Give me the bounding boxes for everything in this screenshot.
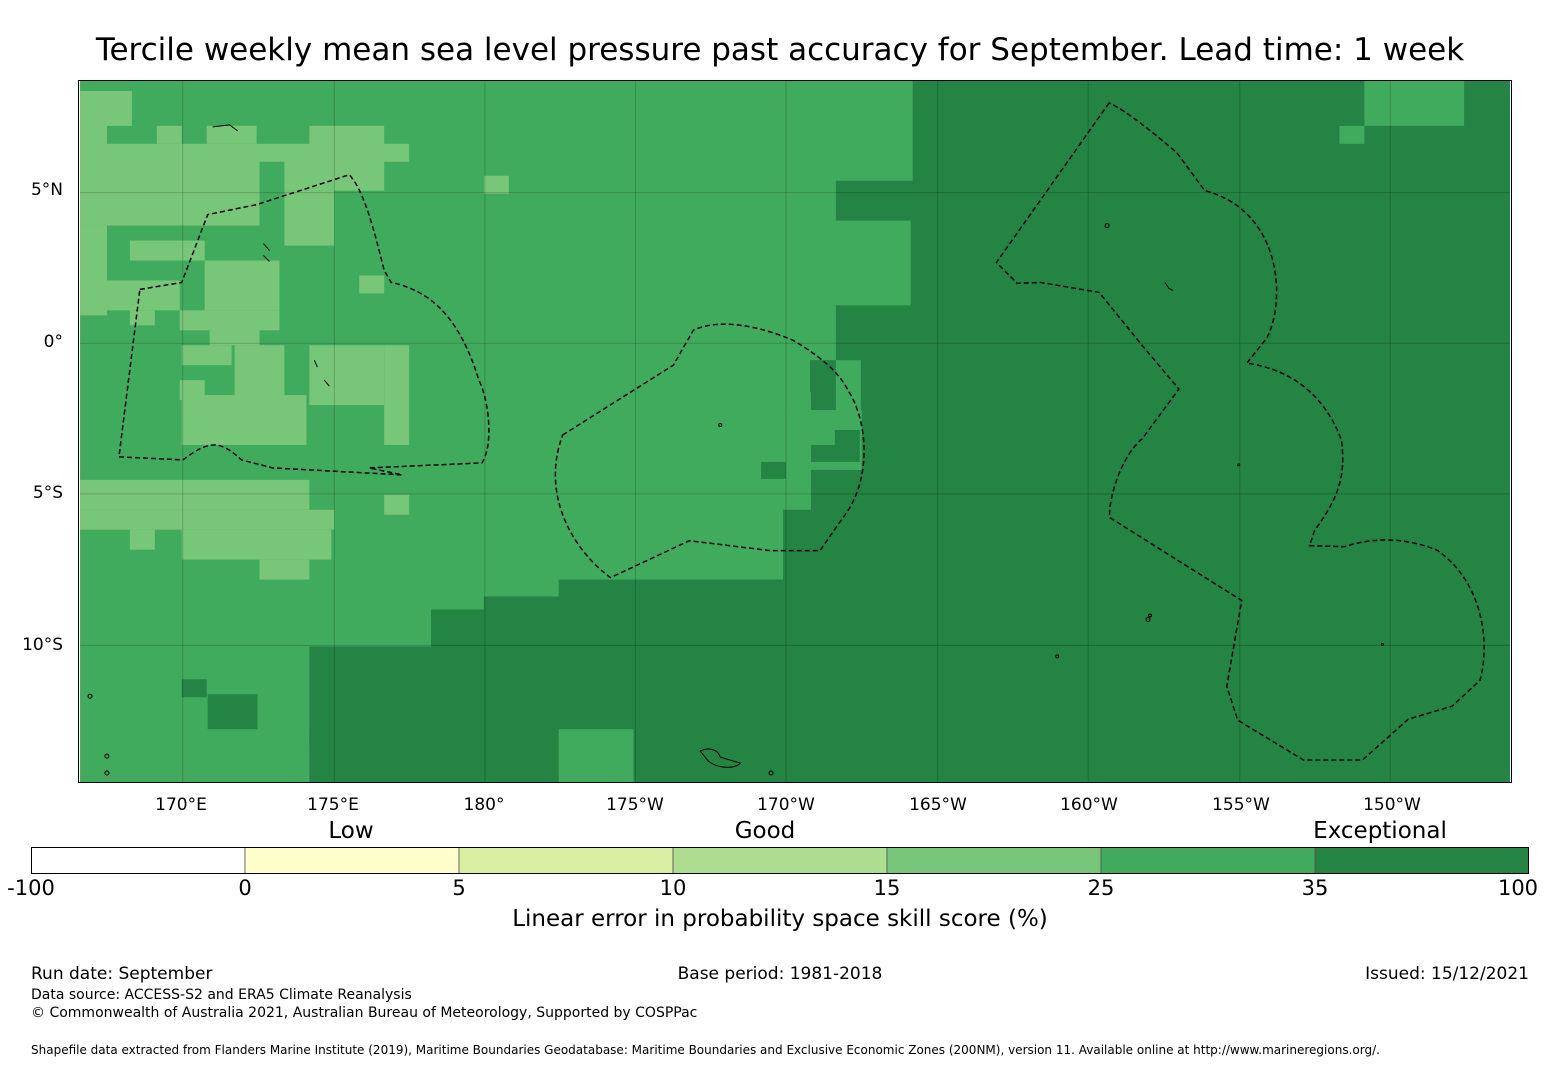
islands bbox=[87, 124, 1384, 776]
lon-label-155w: 155°W bbox=[1212, 795, 1270, 815]
colorbar-tick: 15 bbox=[873, 876, 901, 900]
lon-label-175e: 175°E bbox=[307, 795, 359, 815]
category-exceptional: Exceptional bbox=[1313, 818, 1447, 844]
eez-tokelau-samoa bbox=[554, 323, 865, 579]
dark-spots bbox=[181, 360, 860, 748]
island-savaii bbox=[768, 770, 774, 776]
lat-label-0: 0° bbox=[43, 332, 63, 352]
lon-label-170w: 170°W bbox=[757, 795, 815, 815]
lon-label-175w: 175°W bbox=[606, 795, 664, 815]
colorbar-bin-25-35 bbox=[1100, 847, 1316, 874]
category-good: Good bbox=[734, 818, 796, 844]
run-date: Run date: September bbox=[31, 964, 213, 984]
graticule bbox=[80, 81, 1510, 782]
eez-boundaries bbox=[118, 102, 1485, 761]
colorbar-label: Linear error in probability space skill … bbox=[512, 906, 1048, 932]
lon-label-180: 180° bbox=[463, 795, 505, 815]
colorbar-tick: 35 bbox=[1301, 876, 1329, 900]
colorbar-tick: 0 bbox=[238, 876, 252, 900]
colorbar bbox=[31, 847, 1529, 874]
colorbar-tick: 25 bbox=[1087, 876, 1115, 900]
eez-tuvalu-kiribati-west bbox=[118, 173, 490, 476]
colorbar-tick: -100 bbox=[7, 876, 55, 900]
colorbar-bin-10-15 bbox=[672, 847, 888, 874]
map-title: Tercile weekly mean sea level pressure p… bbox=[95, 32, 1465, 68]
lat-label-5n: 5°N bbox=[30, 180, 63, 200]
colorbar-bin--100-0 bbox=[31, 847, 246, 874]
base-period: Base period: 1981-2018 bbox=[677, 964, 883, 984]
eez-cook-islands bbox=[995, 102, 1485, 761]
colorbar-bin-15-25 bbox=[886, 847, 1102, 874]
lat-label-10s: 10°S bbox=[22, 635, 63, 655]
shapefile-credit: Shapefile data extracted from Flanders M… bbox=[31, 1043, 1380, 1057]
colorbar-tick: 100 bbox=[1497, 876, 1539, 900]
lon-label-160w: 160°W bbox=[1060, 795, 1118, 815]
colorbar-border bbox=[31, 847, 1529, 874]
exceptional-region bbox=[309, 81, 1510, 782]
issued-date: Issued: 15/12/2021 bbox=[1365, 964, 1529, 984]
lon-label-170e: 170°E bbox=[155, 795, 207, 815]
light-region bbox=[80, 90, 509, 580]
lon-label-165w: 165°W bbox=[909, 795, 967, 815]
skill-score-map bbox=[78, 80, 1512, 783]
data-source: Data source: ACCESS-S2 and ERA5 Climate … bbox=[31, 987, 412, 1003]
colorbar-bin-35-100 bbox=[1314, 847, 1529, 874]
lon-label-150w: 150°W bbox=[1363, 795, 1421, 815]
colorbar-tick: 5 bbox=[452, 876, 466, 900]
category-low: Low bbox=[328, 818, 374, 844]
colorbar-bin-5-10 bbox=[458, 847, 674, 874]
colorbar-tick: 10 bbox=[659, 876, 687, 900]
copyright: © Commonwealth of Australia 2021, Austra… bbox=[31, 1005, 698, 1021]
island-upolu bbox=[699, 748, 741, 768]
lat-label-5s: 5°S bbox=[32, 483, 63, 503]
colorbar-bin-0-5 bbox=[244, 847, 460, 874]
